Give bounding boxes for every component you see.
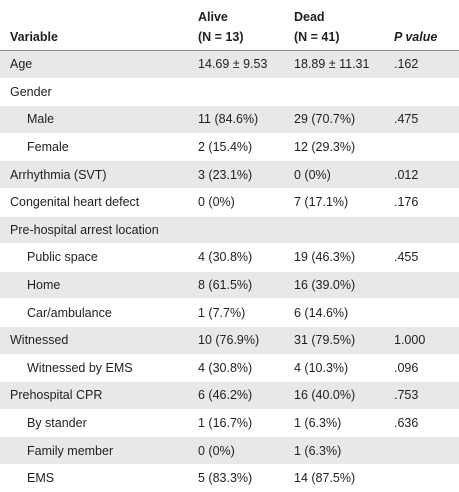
header-alive: Alive [198, 10, 228, 24]
header-dead-n: (N = 41) [292, 24, 391, 51]
header-p-value: P value [391, 24, 459, 51]
header-row-group-labels: Alive Dead [0, 0, 459, 24]
alive-cell: 3 (23.1%) [198, 160, 292, 189]
variable-cell: Gender [0, 77, 198, 106]
dead-cell: 31 (79.5%) [292, 325, 391, 355]
p-value-cell [391, 77, 459, 106]
table-row: By stander 1 (16.7%) 1 (6.3%) .636 [0, 408, 459, 437]
table-row: EMS 5 (83.3%) 14 (87.5%) [0, 463, 459, 492]
dead-cell [292, 77, 391, 106]
dead-cell: 0 (0%) [292, 160, 391, 189]
variable-cell: Car/ambulance [0, 298, 198, 327]
dead-cell: 1 (6.3%) [292, 408, 391, 437]
table-row: Female 2 (15.4%) 12 (29.3%) [0, 132, 459, 161]
p-value-cell: .636 [391, 408, 459, 437]
table-row: Congenital heart defect 0 (0%) 7 (17.1%) .1… [0, 187, 459, 217]
alive-cell: 5 (83.3%) [198, 463, 292, 492]
table-row: Home 8 (61.5%) 16 (39.0%) [0, 270, 459, 299]
alive-cell: 1 (16.7%) [198, 408, 292, 437]
variable-cell: Witnessed [0, 325, 198, 355]
header-alive-n: (N = 13) [198, 24, 292, 51]
header-spacer [0, 0, 198, 24]
table-body: Age 14.69 ± 9.53 18.89 ± 11.31.162 Gender Ma… [0, 50, 459, 492]
p-value-cell: .753 [391, 381, 459, 410]
p-value-cell [391, 215, 459, 244]
dead-cell: 4 (10.3%) [292, 353, 391, 382]
variable-cell: EMS [0, 463, 198, 492]
header-row-columns: Variable (N = 13) (N = 41) P value [0, 24, 459, 51]
variable-cell: Arrhythmia (SVT) [0, 160, 198, 189]
table-row: Gender [0, 77, 459, 106]
dead-cell [292, 215, 391, 244]
table-row: Prehospital CPR 6 (46.2%) 16 (40.0%) .753 [0, 381, 459, 410]
alive-cell [198, 77, 292, 106]
header-dead: Dead [294, 10, 325, 24]
table-row: Pre-hospital arrest location [0, 215, 459, 244]
dead-cell: 14 (87.5%) [292, 463, 391, 492]
variable-cell: Family member [0, 436, 198, 465]
variable-cell: By stander [0, 408, 198, 437]
dead-cell: 18.89 ± 11.31 [292, 50, 391, 79]
table-row: Witnessed 10 (76.9%) 31 (79.5%) 1.000 [0, 325, 459, 355]
dead-cell: 16 (40.0%) [292, 381, 391, 410]
dead-cell: 1 (6.3%) [292, 436, 391, 465]
variable-cell: Public space [0, 243, 198, 272]
alive-cell [198, 215, 292, 244]
dead-cell: 6 (14.6%) [292, 298, 391, 327]
alive-cell: 11 (84.6%) [198, 105, 292, 134]
alive-cell: 10 (76.9%) [198, 325, 292, 355]
variable-cell: Home [0, 270, 198, 299]
variable-cell: Prehospital CPR [0, 381, 198, 410]
dead-cell: 16 (39.0%) [292, 270, 391, 299]
p-value-cell: .475 [391, 105, 459, 134]
alive-cell: 6 (46.2%) [198, 381, 292, 410]
table-row: Public space 4 (30.8%) 19 (46.3%) .455 [0, 243, 459, 272]
p-value-cell: .455 [391, 243, 459, 272]
table-row: Age 14.69 ± 9.53 18.89 ± 11.31.162 [0, 50, 459, 79]
alive-cell: 8 (61.5%) [198, 270, 292, 299]
header-variable: Variable [0, 24, 198, 51]
p-value-cell [391, 298, 459, 327]
dead-cell: 7 (17.1%) [292, 187, 391, 217]
header-spacer-p [391, 0, 459, 24]
p-value-cell: .162 [391, 50, 459, 79]
p-value-cell: 1.000 [391, 325, 459, 355]
alive-cell: 14.69 ± 9.53 [198, 50, 292, 79]
alive-cell: 4 (30.8%) [198, 243, 292, 272]
variable-cell: Male [0, 105, 198, 134]
alive-cell: 2 (15.4%) [198, 132, 292, 161]
alive-cell: 1 (7.7%) [198, 298, 292, 327]
alive-cell: 0 (0%) [198, 187, 292, 217]
variable-cell: Age [0, 50, 198, 79]
p-value-cell: .096 [391, 353, 459, 382]
p-value-cell: .176 [391, 187, 459, 217]
dead-cell: 19 (46.3%) [292, 243, 391, 272]
variable-cell: Congenital heart defect [0, 187, 198, 217]
table-row: Arrhythmia (SVT) 3 (23.1%) 0 (0%) .012 [0, 160, 459, 189]
table-row: Family member 0 (0%) 1 (6.3%) [0, 436, 459, 465]
p-value-cell [391, 463, 459, 492]
alive-cell: 0 (0%) [198, 436, 292, 465]
alive-cell: 4 (30.8%) [198, 353, 292, 382]
dead-cell: 12 (29.3%) [292, 132, 391, 161]
table-row: Witnessed by EMS 4 (30.8%) 4 (10.3%) .096 [0, 353, 459, 382]
variable-cell: Female [0, 132, 198, 161]
p-value-cell [391, 132, 459, 161]
dead-cell: 29 (70.7%) [292, 105, 391, 134]
p-value-cell: .012 [391, 160, 459, 189]
table-header: Alive Dead Variable (N = 13) (N = 41) P … [0, 0, 459, 51]
p-value-cell [391, 436, 459, 465]
variable-cell: Pre-hospital arrest location [0, 215, 198, 244]
p-value-cell [391, 270, 459, 299]
table-row: Male 11 (84.6%) 29 (70.7%) .475 [0, 105, 459, 134]
variable-cell: Witnessed by EMS [0, 353, 198, 382]
table-row: Car/ambulance 1 (7.7%) 6 (14.6%) [0, 298, 459, 327]
